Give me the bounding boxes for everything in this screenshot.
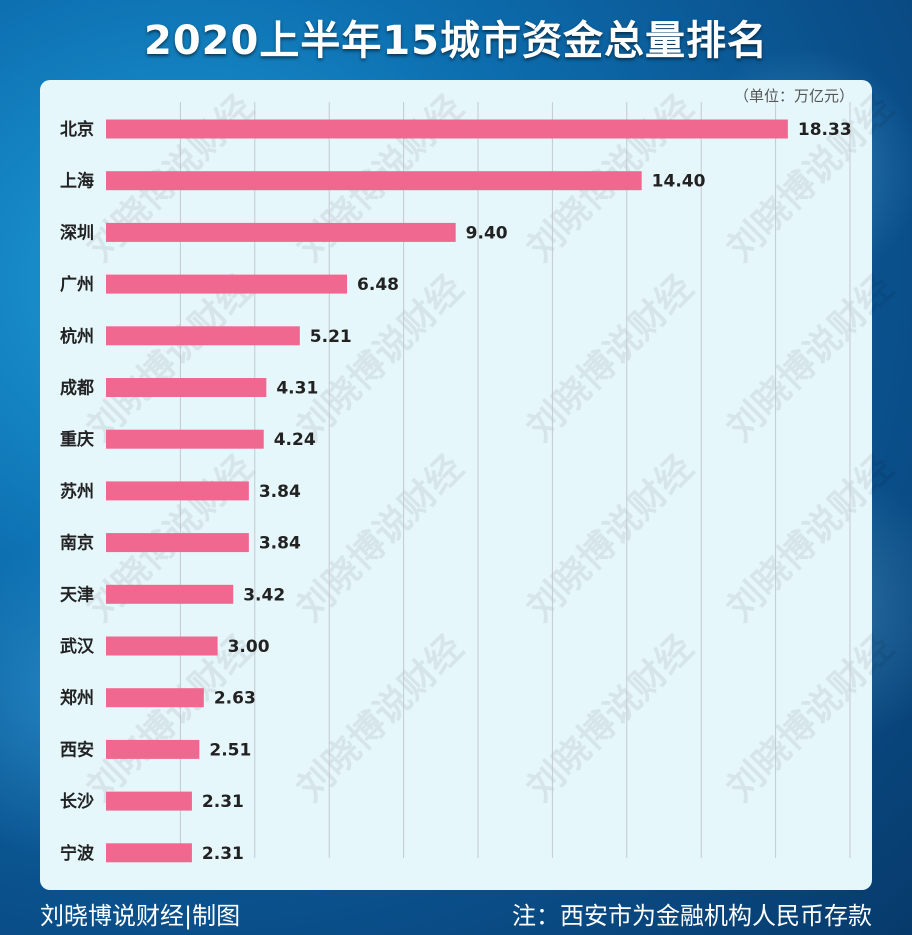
value-label: 9.40 [466,223,508,243]
value-label: 3.84 [259,534,301,554]
value-label: 14.40 [652,172,706,192]
value-label: 2.63 [214,689,256,709]
bar [106,739,200,759]
value-label: 2.51 [209,740,251,760]
category-label: 南京 [60,533,94,554]
category-label: 西安 [60,739,94,760]
category-label: 广州 [60,274,94,295]
category-label: 重庆 [60,429,94,450]
value-label: 3.42 [243,585,285,605]
chart-title: 2020上半年15城市资金总量排名 [144,18,768,64]
category-label: 苏州 [60,481,94,502]
bar [106,636,218,656]
category-label: 北京 [60,119,94,140]
value-label: 5.21 [310,327,352,347]
category-label: 天津 [60,584,94,605]
bar [106,274,348,294]
category-label: 武汉 [60,636,95,657]
value-label: 3.00 [228,637,270,657]
category-label: 杭州 [60,326,94,347]
category-label: 成都 [60,378,94,399]
footer-note: 注：西安市为金融机构人民币存款 [512,902,872,930]
bar [106,584,234,604]
value-label: 2.31 [202,844,244,864]
unit-label: （单位：万亿元） [733,87,854,105]
bar [106,688,204,708]
bar [106,533,249,553]
category-label: 郑州 [60,688,94,709]
category-label: 长沙 [60,791,94,812]
category-label: 上海 [60,171,94,192]
value-label: 6.48 [357,275,399,295]
bar [106,481,249,501]
category-label: 宁波 [60,843,95,864]
value-label: 4.31 [276,379,318,399]
value-label: 4.24 [274,430,316,450]
bar [106,791,192,811]
value-label: 18.33 [798,120,852,140]
footer-credit: 刘晓博说财经|制图 [40,902,241,930]
bar [106,378,267,397]
bar [106,326,300,346]
bar [106,843,192,863]
bar [106,222,456,242]
value-label: 3.84 [259,482,301,502]
value-label: 2.31 [202,792,244,812]
category-label: 深圳 [60,222,94,243]
bar [106,119,788,139]
bar [106,429,264,449]
bar [106,171,642,191]
